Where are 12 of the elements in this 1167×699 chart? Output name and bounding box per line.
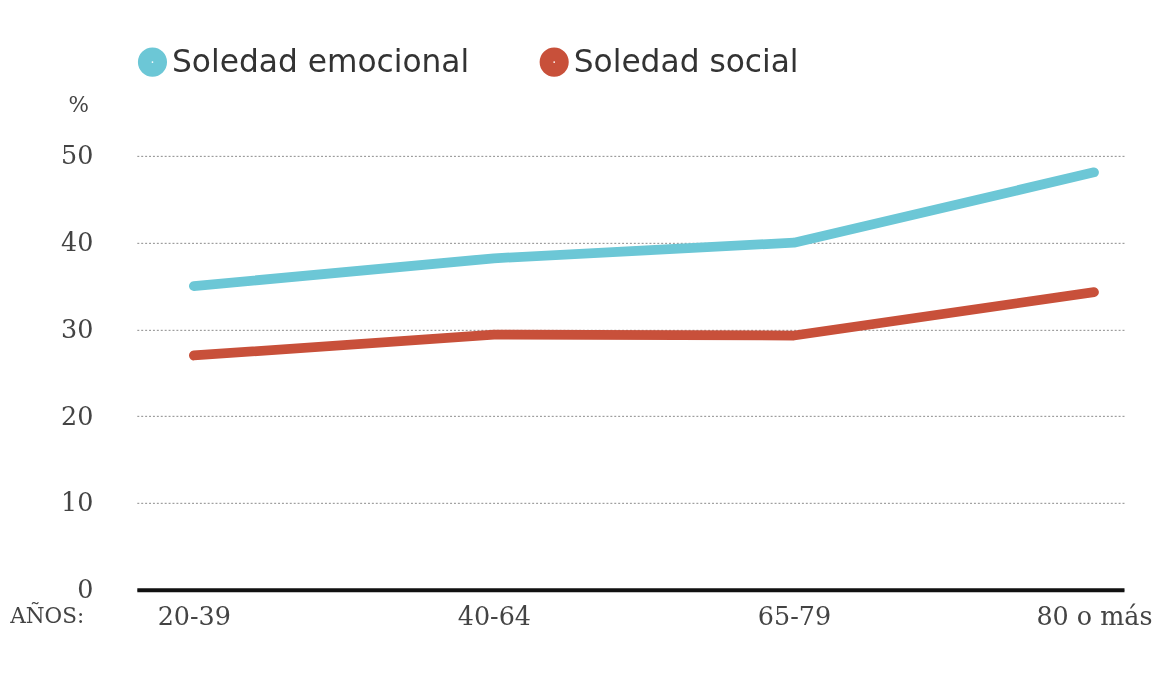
y-axis-title: %	[68, 92, 89, 118]
y-tick-label: 40	[61, 226, 94, 257]
y-tick-label: 20	[61, 400, 94, 431]
x-tick-label: 80 o más	[1036, 600, 1153, 631]
x-tick-label: 65-79	[757, 600, 832, 631]
x-tick-label: 20-39	[157, 600, 231, 631]
legend-label: Soledad emocional	[172, 42, 470, 79]
x-tick-label: 40-64	[457, 600, 532, 631]
y-tick-label: 30	[61, 313, 94, 344]
y-tick-label: 50	[61, 140, 94, 171]
y-tick-label: 10	[61, 487, 94, 518]
legend-label: Soledad social	[573, 42, 799, 79]
